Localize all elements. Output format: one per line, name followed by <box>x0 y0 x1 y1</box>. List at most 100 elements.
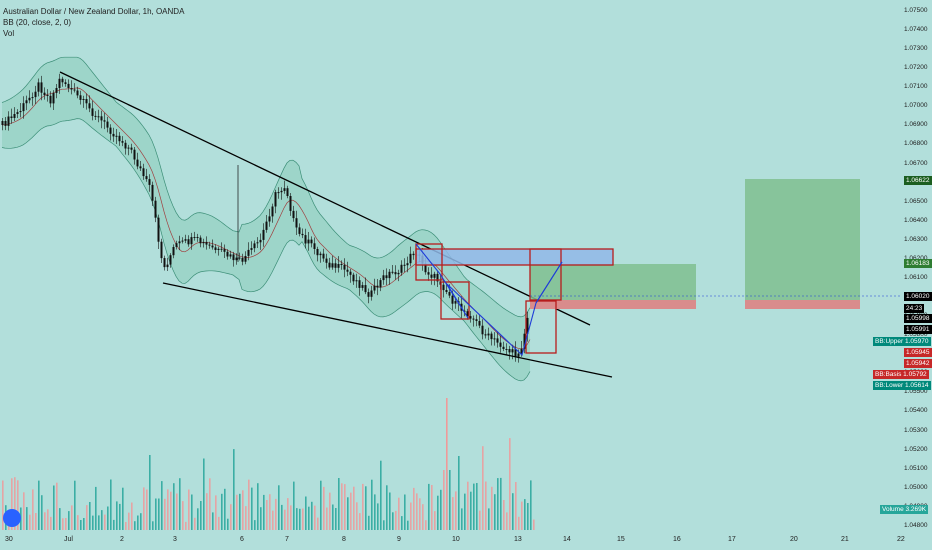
candle-body <box>331 263 334 268</box>
candle-body <box>163 258 166 268</box>
candle-body <box>520 348 523 354</box>
candle-body <box>355 280 358 282</box>
candle-body <box>40 82 43 93</box>
volume-bar <box>119 503 121 530</box>
volume-bar <box>278 485 280 530</box>
volume-bar <box>314 505 316 530</box>
volume-bar <box>491 486 493 530</box>
time-tick-label: 20 <box>790 536 798 543</box>
volume-bar <box>194 517 196 530</box>
volume-bar <box>497 478 499 530</box>
volume-bar <box>212 512 214 530</box>
price-badge: 1.05942 <box>904 359 932 368</box>
candle-body <box>256 242 259 244</box>
candle-body <box>265 221 268 230</box>
volume-bar <box>329 492 331 530</box>
candle-body <box>442 284 445 291</box>
candle-body <box>283 188 286 191</box>
volume-bar <box>515 482 517 530</box>
symbol-title[interactable]: Australian Dollar / New Zealand Dollar, … <box>3 7 185 16</box>
candle-body <box>511 349 514 353</box>
volume-bar <box>260 507 262 530</box>
volume-bar <box>95 486 97 530</box>
time-tick-label: 8 <box>342 536 346 543</box>
bb-indicator-legend[interactable]: BB (20, close, 2, 0) <box>3 18 72 27</box>
candle-body <box>13 114 16 118</box>
price-tick-label: 1.07100 <box>904 83 928 91</box>
volume-bar <box>176 493 178 530</box>
volume-bar <box>224 488 226 530</box>
price-tick-label: 1.07300 <box>904 45 928 53</box>
candle-body <box>268 216 271 222</box>
projection-path-tail <box>535 261 563 304</box>
volume-bar <box>458 456 460 530</box>
tradingview-logo-icon[interactable] <box>3 509 21 527</box>
candle-body <box>409 253 412 264</box>
candle-body <box>121 141 124 143</box>
volume-bar <box>77 515 79 530</box>
candle-body <box>106 121 109 128</box>
candle-body <box>19 111 22 113</box>
volume-bar <box>392 512 394 530</box>
volume-bar <box>98 515 100 530</box>
candle-body <box>76 90 79 96</box>
target-zone-left <box>530 264 696 300</box>
volume-bar <box>533 519 535 530</box>
volume-bar <box>122 487 124 530</box>
candle-body <box>502 346 505 349</box>
volume-bar <box>269 494 271 530</box>
candle-body <box>7 116 10 126</box>
volume-bar <box>107 506 109 530</box>
candle-body <box>385 275 388 279</box>
candle-body <box>202 241 205 244</box>
volume-bar <box>500 477 502 530</box>
volume-bar <box>317 517 319 530</box>
candle-body <box>130 147 133 150</box>
candle-body <box>229 254 232 257</box>
volume-bar <box>341 483 343 530</box>
badge-label: BB:Upper <box>875 338 904 345</box>
candle-body <box>133 149 136 160</box>
volume-bar <box>320 480 322 530</box>
volume-bar <box>23 492 25 530</box>
volume-bar <box>380 460 382 530</box>
candle-body <box>367 292 370 297</box>
volume-bar <box>50 516 52 530</box>
volume-bar <box>47 509 49 530</box>
candle-body <box>145 176 148 180</box>
volume-bar <box>362 483 364 530</box>
candle-body <box>169 255 172 265</box>
volume-bar <box>26 507 28 530</box>
volume-bar <box>185 521 187 530</box>
volume-bar <box>197 508 199 530</box>
candle-body <box>295 218 298 228</box>
price-badge: 1.06183 <box>904 259 932 268</box>
volume-bar <box>527 503 529 530</box>
candle-body <box>436 273 439 282</box>
candle-body <box>238 257 241 259</box>
volume-bar <box>440 489 442 530</box>
volume-bar <box>272 510 274 530</box>
volume-bar <box>80 520 82 530</box>
candle-body <box>103 120 106 122</box>
volume-bar <box>191 494 193 530</box>
candle-body <box>469 316 472 319</box>
candle-body <box>376 285 379 288</box>
volume-indicator-legend[interactable]: Vol <box>3 29 15 38</box>
price-tick-label: 1.06800 <box>904 140 928 148</box>
volume-bar <box>203 458 205 530</box>
volume-bar <box>251 487 253 530</box>
volume-bar <box>239 493 241 530</box>
volume-bar <box>302 508 304 530</box>
volume-bar <box>200 501 202 530</box>
volume-bar <box>389 492 391 530</box>
candle-body <box>28 97 31 101</box>
volume-bar <box>218 516 220 530</box>
volume-bar <box>356 502 358 530</box>
candle-body <box>397 272 400 275</box>
volume-bar <box>182 501 184 530</box>
candle-body <box>478 321 481 326</box>
price-tick-label: 1.06400 <box>904 216 928 224</box>
